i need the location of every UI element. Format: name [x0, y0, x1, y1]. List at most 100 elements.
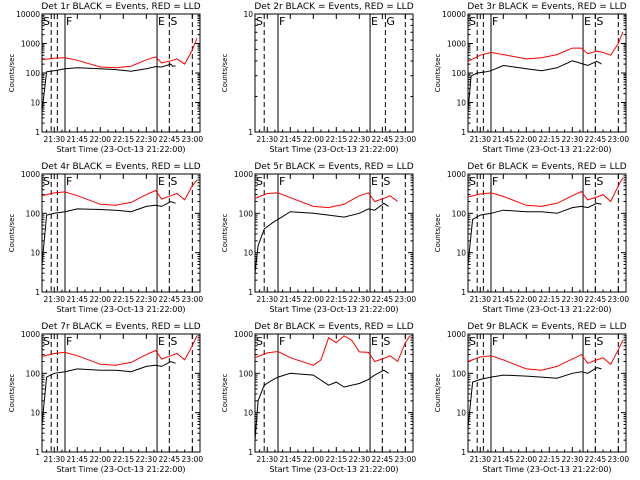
y-tick-label: 1: [461, 448, 466, 457]
x-tick-label: 22:30: [348, 295, 370, 304]
y-tick-label: 100: [26, 369, 41, 378]
x-tick-label: 22:15: [325, 135, 347, 144]
panel-det-2: Det 2r BLACK = Events, RED = LLD Counts/s…: [221, 2, 416, 154]
panel-det-9: Det 9r BLACK = Events, RED = LLD Counts/s…: [434, 322, 629, 474]
x-tick-label: 21:45: [279, 295, 301, 304]
x-tick-label: 22:30: [348, 135, 370, 144]
x-tick-label: 23:00: [182, 135, 204, 144]
series-lld-line: [41, 179, 198, 206]
x-tick-label: 22:00: [515, 135, 537, 144]
marker-flag: E: [371, 175, 378, 188]
y-axis-label: Counts/sec: [221, 214, 229, 253]
x-tick-label: 23:00: [395, 295, 417, 304]
marker-flag: S: [170, 335, 177, 348]
x-tick-label: 21:45: [492, 455, 514, 464]
y-tick-label: 1000: [234, 330, 253, 339]
panel-title: Det 7r BLACK = Events, RED = LLD: [41, 322, 200, 332]
marker-flag: E: [371, 15, 378, 28]
x-tick-label: 21:30: [469, 135, 491, 144]
marker-flag: S: [383, 175, 390, 188]
marker-flag: S: [256, 15, 263, 28]
y-axis-label: Counts/sec: [8, 374, 16, 413]
x-tick-label: 22:45: [585, 455, 607, 464]
y-tick-label: 100: [239, 209, 254, 218]
panel-title: Det 3r BLACK = Events, RED = LLD: [467, 2, 626, 12]
series-lld-line: [41, 38, 198, 69]
y-tick-label: 1000: [447, 170, 466, 179]
marker-flag: S: [596, 175, 603, 188]
y-axis-label: Counts/sec: [221, 54, 229, 93]
plot-frame: [467, 333, 627, 453]
x-tick-label: 22:30: [135, 135, 157, 144]
x-axis-label: Start Time (23-Oct-13 21:22:00): [482, 145, 611, 154]
series-lld-line: [467, 31, 624, 62]
y-tick-label: 10: [243, 249, 253, 258]
x-tick-label: 23:00: [395, 455, 417, 464]
series-lld-line: [254, 335, 411, 366]
x-tick-label: 22:45: [159, 295, 181, 304]
x-tick-label: 22:45: [159, 455, 181, 464]
y-tick-label: 10: [30, 409, 40, 418]
x-tick-label: 21:30: [43, 295, 65, 304]
x-axis-label: Start Time (23-Oct-13 21:22:00): [269, 465, 398, 474]
x-tick-label: 23:00: [182, 455, 204, 464]
panel-det-7: Det 7r BLACK = Events, RED = LLD Counts/s…: [8, 322, 203, 474]
x-tick-label: 22:15: [112, 135, 134, 144]
x-tick-label: 22:00: [515, 455, 537, 464]
x-tick-label: 21:30: [43, 135, 65, 144]
x-tick-label: 22:00: [515, 295, 537, 304]
x-tick-label: 21:45: [66, 135, 88, 144]
y-tick-label: 100: [239, 369, 254, 378]
y-tick-label: 1000: [21, 170, 40, 179]
y-axis-label: Counts/sec: [8, 214, 16, 253]
marker-flag: S: [256, 175, 263, 188]
x-axis-label: Start Time (23-Oct-13 21:22:00): [56, 145, 185, 154]
series-events-line: [41, 63, 176, 112]
x-tick-label: 22:45: [372, 135, 394, 144]
marker-flag: F: [279, 175, 285, 188]
x-tick-label: 21:30: [469, 455, 491, 464]
y-tick-label: 1000: [21, 330, 40, 339]
marker-flag: F: [66, 15, 72, 28]
y-tick-label: 100: [452, 369, 467, 378]
marker-flag: E: [158, 335, 165, 348]
series-events-line: [254, 369, 389, 441]
panel-title: Det 6r BLACK = Events, RED = LLD: [467, 162, 626, 172]
x-tick-label: 22:30: [561, 135, 583, 144]
x-tick-label: 21:45: [66, 295, 88, 304]
marker-flag: S: [383, 335, 390, 348]
marker-flag: F: [492, 335, 498, 348]
x-axis-label: Start Time (23-Oct-13 21:22:00): [56, 305, 185, 314]
x-tick-label: 22:15: [325, 455, 347, 464]
y-tick-label: 10: [456, 99, 466, 108]
marker-flag: S: [596, 335, 603, 348]
x-tick-label: 22:45: [372, 295, 394, 304]
x-tick-label: 22:30: [135, 295, 157, 304]
marker-flag: S: [170, 175, 177, 188]
panel-title: Det 2r BLACK = Events, RED = LLD: [254, 2, 413, 12]
x-tick-label: 22:15: [112, 455, 134, 464]
y-axis-label: Counts/sec: [8, 54, 16, 93]
marker-flag: F: [66, 335, 72, 348]
x-tick-label: 21:30: [256, 455, 278, 464]
panel-title: Det 9r BLACK = Events, RED = LLD: [467, 322, 626, 332]
x-tick-label: 22:15: [538, 295, 560, 304]
y-tick-label: 1000: [234, 170, 253, 179]
y-tick-label: 10: [243, 10, 253, 19]
x-tick-label: 22:45: [159, 135, 181, 144]
x-tick-label: 21:30: [469, 295, 491, 304]
marker-flag: F: [279, 335, 285, 348]
x-tick-label: 22:15: [538, 135, 560, 144]
series-lld-line: [467, 339, 624, 371]
marker-flag: S: [43, 335, 50, 348]
y-tick-label: 100: [26, 209, 41, 218]
y-tick-label: 1000: [447, 330, 466, 339]
y-tick-label: 10: [456, 249, 466, 258]
marker-flag: F: [492, 175, 498, 188]
series-events-line: [254, 202, 389, 274]
plot-frame: [41, 13, 201, 133]
x-axis-label: Start Time (23-Oct-13 21:22:00): [269, 145, 398, 154]
series-lld-line: [254, 192, 399, 209]
x-tick-label: 21:30: [256, 295, 278, 304]
